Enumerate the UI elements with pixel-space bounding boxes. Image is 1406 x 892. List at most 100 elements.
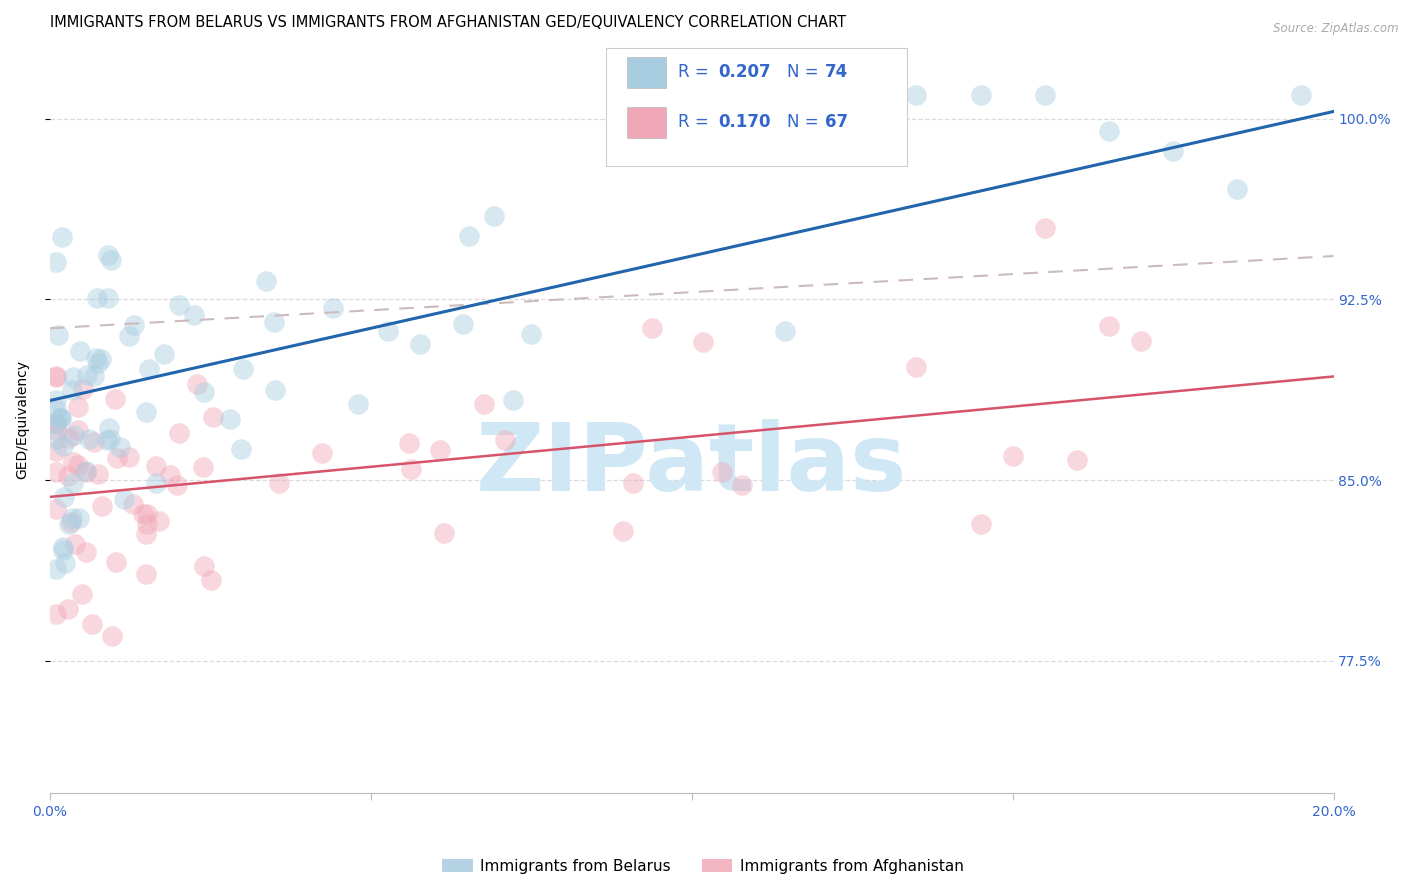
Point [52, 541, 75, 555]
Point [105, 451, 128, 466]
Y-axis label: GED/Equivalency: GED/Equivalency [15, 360, 30, 479]
Point [49, 411, 72, 425]
Point [52, 439, 75, 453]
Point [905, 359, 928, 374]
Point [322, 301, 344, 315]
Point [138, 361, 160, 376]
Point [609, 147, 631, 161]
FancyBboxPatch shape [606, 48, 907, 166]
Point [969, 516, 991, 531]
Point [46, 425, 69, 439]
Point [60, 516, 83, 530]
Point [433, 525, 456, 540]
Point [48, 411, 70, 425]
Point [1001, 449, 1024, 463]
Point [83, 368, 105, 383]
Point [346, 397, 368, 411]
Point [1033, 221, 1056, 235]
Point [62, 455, 84, 469]
Point [45, 402, 67, 417]
Point [66, 423, 89, 437]
Point [692, 334, 714, 349]
Point [311, 446, 333, 460]
Point [51, 230, 73, 244]
Point [457, 228, 479, 243]
Text: N =: N = [787, 113, 824, 131]
Point [90, 352, 112, 367]
Point [45, 255, 67, 269]
Point [52, 543, 75, 558]
Point [267, 475, 290, 490]
Point [105, 556, 128, 570]
Point [45, 416, 67, 430]
Point [62, 370, 84, 384]
Point [58, 431, 80, 445]
Point [98, 432, 121, 446]
Point [45, 393, 67, 408]
Point [167, 298, 190, 312]
Point [66, 458, 89, 473]
Point [1066, 453, 1088, 467]
Point [75, 465, 97, 479]
Point [429, 443, 451, 458]
Point [1226, 182, 1249, 196]
Point [1033, 87, 1056, 102]
Point [135, 527, 157, 541]
Text: N =: N = [787, 63, 824, 81]
Point [45, 607, 67, 621]
Text: 67: 67 [825, 113, 848, 131]
Point [75, 464, 97, 478]
Point [122, 497, 145, 511]
Point [67, 510, 90, 524]
Text: 0.207: 0.207 [718, 63, 772, 81]
Point [118, 328, 141, 343]
Point [83, 435, 105, 450]
Point [472, 397, 495, 411]
Point [58, 517, 80, 532]
Point [60, 511, 83, 525]
Point [775, 324, 797, 338]
Point [218, 411, 240, 425]
Point [45, 432, 67, 446]
Point [69, 343, 91, 358]
Point [135, 566, 157, 581]
Point [159, 467, 181, 482]
Point [135, 405, 157, 419]
Point [56, 469, 79, 483]
Point [100, 252, 122, 267]
Point [108, 440, 131, 454]
Point [86, 355, 108, 369]
Point [72, 587, 94, 601]
Point [1098, 319, 1121, 334]
Point [193, 384, 215, 399]
Point [409, 337, 432, 351]
Point [45, 443, 67, 458]
Point [104, 392, 127, 407]
Point [193, 559, 215, 574]
Point [97, 291, 120, 305]
Point [731, 477, 754, 491]
Point [97, 421, 120, 435]
Point [710, 465, 733, 479]
Point [969, 87, 991, 102]
Point [100, 629, 122, 643]
Point [1291, 87, 1313, 102]
Point [828, 135, 851, 149]
Bar [627, 106, 666, 138]
Point [263, 384, 285, 398]
Point [1098, 124, 1121, 138]
Point [45, 501, 67, 516]
Point [60, 383, 83, 397]
Point [399, 462, 422, 476]
Point [263, 315, 285, 329]
Point [229, 442, 252, 457]
Point [905, 87, 928, 102]
Point [56, 602, 79, 616]
Point [135, 508, 157, 522]
Point [612, 524, 634, 538]
Point [191, 459, 214, 474]
Text: Source: ZipAtlas.com: Source: ZipAtlas.com [1274, 22, 1399, 36]
Point [75, 544, 97, 558]
Bar [627, 57, 666, 88]
Point [200, 573, 222, 587]
